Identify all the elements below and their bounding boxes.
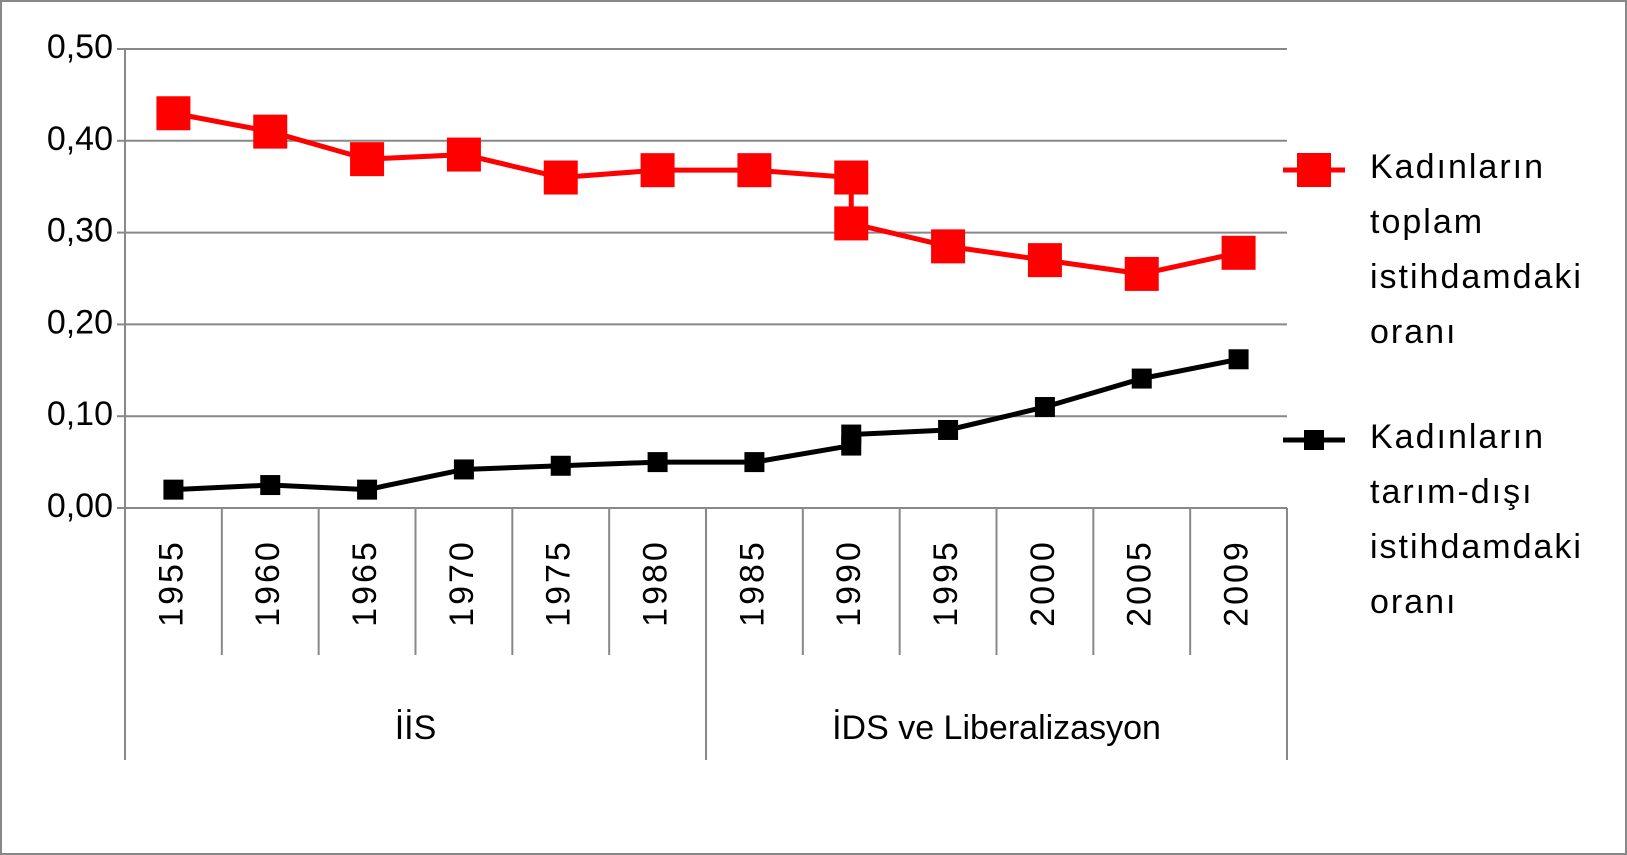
y-tick-label: 0,00 — [47, 487, 113, 525]
marker — [931, 229, 966, 264]
marker — [1221, 235, 1256, 270]
y-tick-label: 0,30 — [47, 212, 113, 250]
marker — [744, 452, 765, 473]
x-tick-label: 1960 — [249, 539, 287, 627]
marker — [1131, 368, 1152, 389]
y-tick-label: 0,20 — [47, 303, 113, 341]
group-label: İDS ve Liberalizasyon — [832, 709, 1161, 747]
marker — [1124, 256, 1159, 291]
y-tick-label: 0,50 — [47, 28, 113, 66]
x-tick-label: 1995 — [927, 539, 965, 627]
marker — [260, 475, 281, 496]
marker — [938, 419, 959, 440]
x-tick-label: 1990 — [830, 539, 868, 627]
x-tick-label: 1965 — [346, 539, 384, 627]
legend-marker — [1304, 430, 1324, 450]
marker — [550, 455, 571, 476]
x-tick-label: 1975 — [540, 539, 578, 627]
marker — [640, 153, 675, 188]
x-tick-label: 2000 — [1024, 539, 1062, 627]
x-tick-label: 2005 — [1121, 539, 1159, 627]
marker — [1228, 349, 1249, 370]
marker — [446, 137, 481, 172]
marker — [156, 96, 191, 131]
legend-label: Kadınların tarım-dışı istihdamdaki oranı — [1370, 418, 1583, 621]
marker — [350, 142, 385, 177]
marker — [357, 479, 378, 500]
marker — [253, 114, 288, 149]
marker — [1027, 243, 1062, 278]
marker — [834, 160, 869, 195]
marker — [737, 153, 772, 188]
marker — [647, 452, 668, 473]
x-tick-label: 1985 — [733, 539, 771, 627]
y-tick-label: 0,40 — [47, 120, 113, 158]
marker — [834, 206, 869, 241]
marker — [453, 459, 474, 480]
marker — [1034, 397, 1055, 418]
x-tick-label: 1955 — [152, 539, 190, 627]
legend-marker — [1297, 153, 1331, 187]
marker — [543, 160, 578, 195]
group-label: İİS — [395, 709, 437, 747]
x-tick-label: 1980 — [637, 539, 675, 627]
marker — [163, 479, 184, 500]
x-tick-label: 2009 — [1218, 539, 1256, 627]
y-tick-label: 0,10 — [47, 395, 113, 433]
x-tick-label: 1970 — [443, 539, 481, 627]
legend-label: Kadınların toplam istihdamdaki oranı — [1370, 148, 1583, 351]
marker — [841, 424, 862, 445]
